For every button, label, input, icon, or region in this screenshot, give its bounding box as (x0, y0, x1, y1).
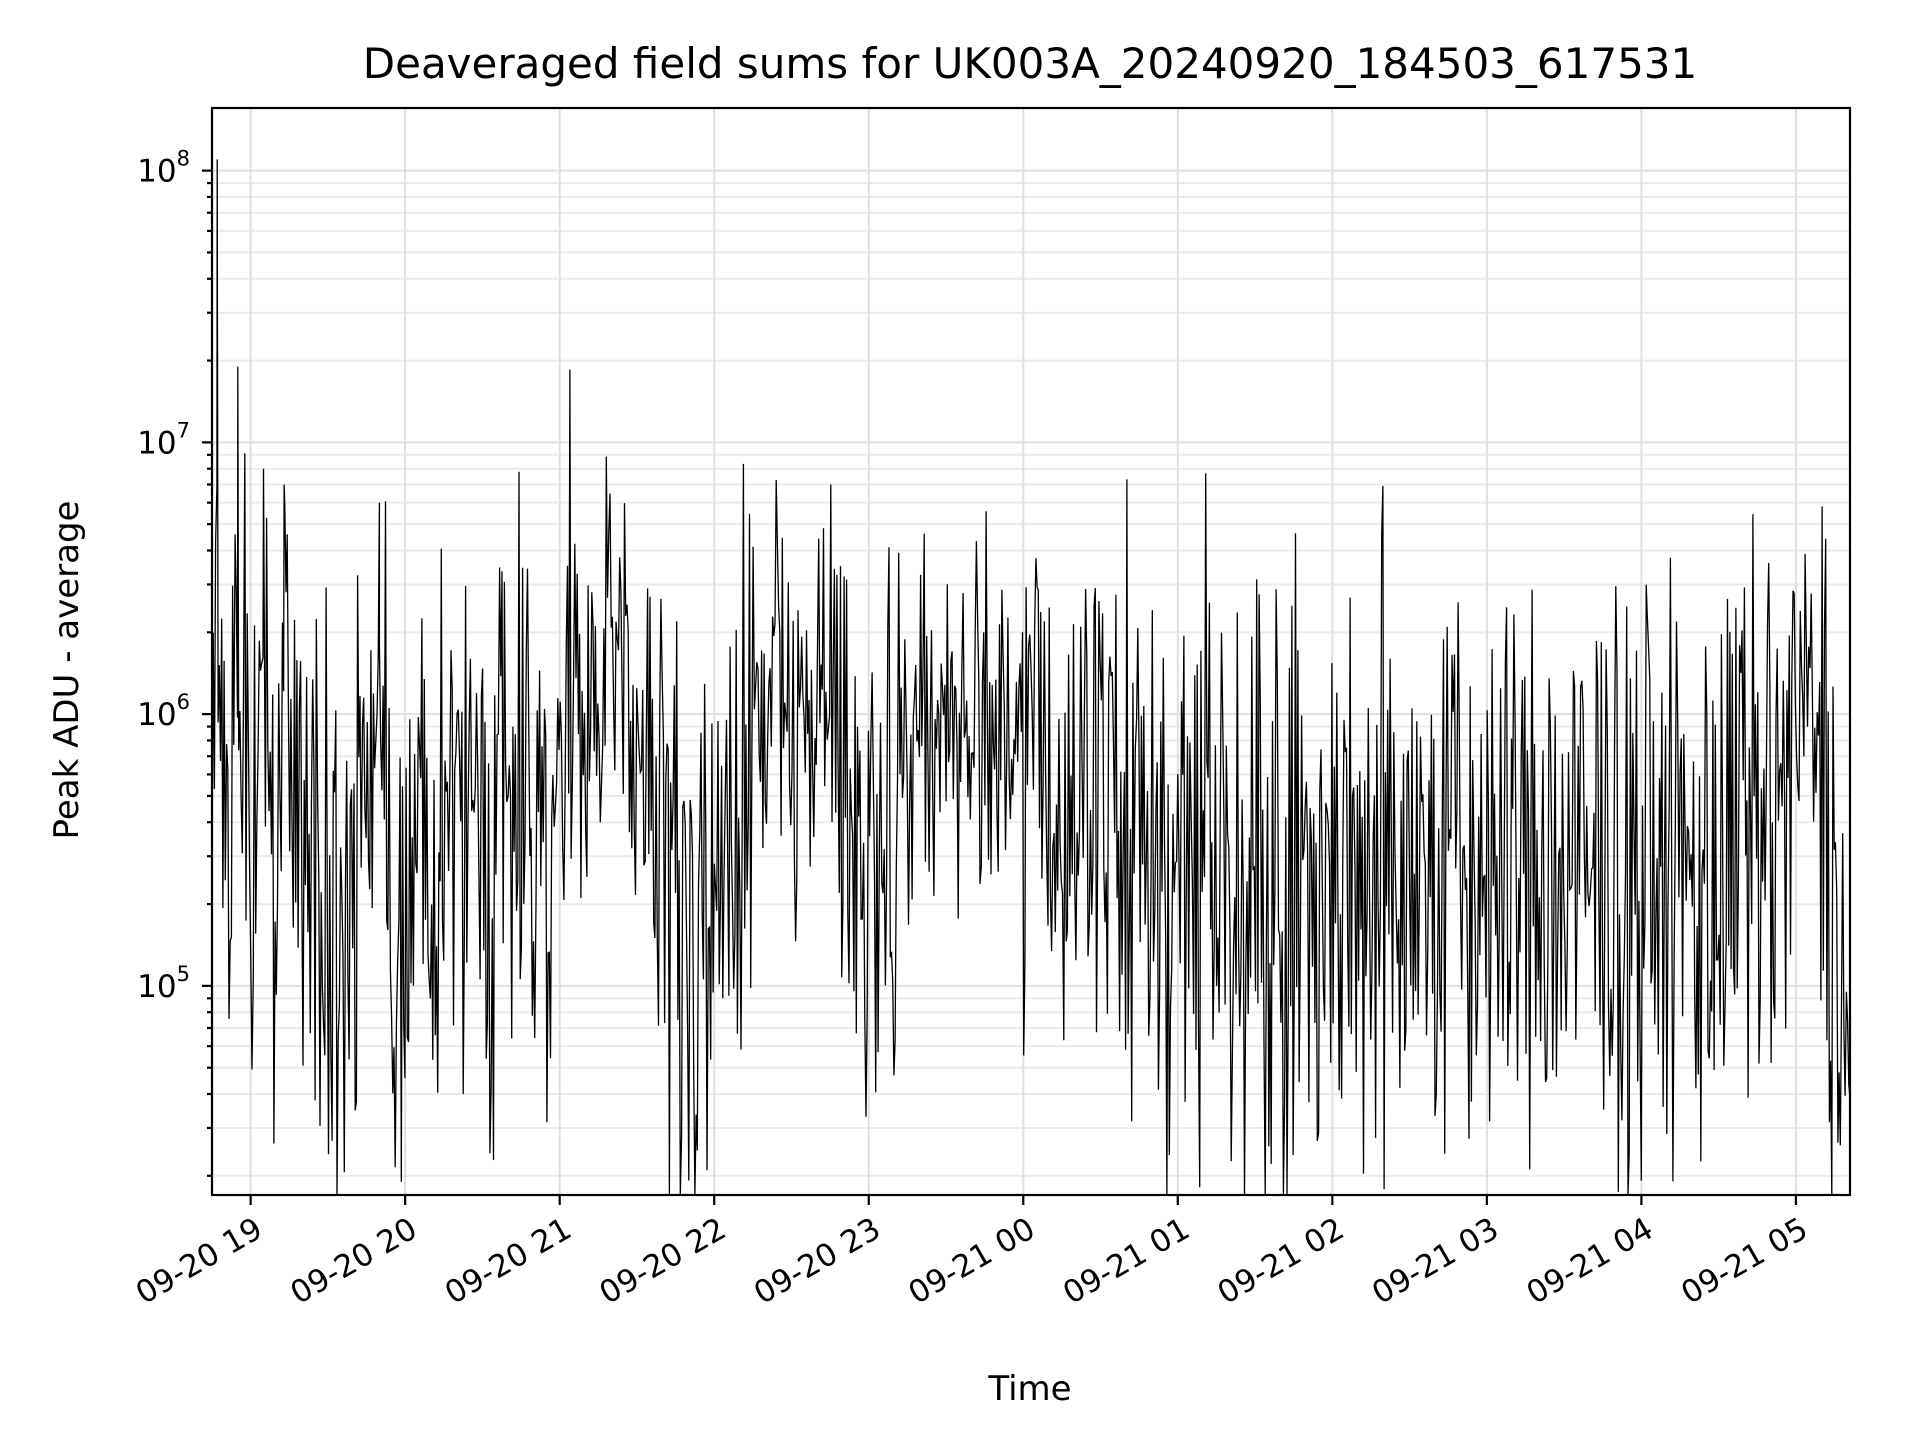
y-axis: 105 106 107 108 (137, 147, 212, 1177)
y-tick-label: 108 (137, 147, 190, 190)
chart-title: Deaveraged field sums for UK003A_2024092… (363, 39, 1697, 88)
series-layer (211, 159, 1851, 1196)
series-line-0 (211, 159, 1851, 1196)
plot-frame (210, 106, 1852, 1197)
y-tick-label: 107 (137, 418, 190, 461)
y-tick-label: 106 (137, 690, 190, 733)
x-axis-label: Time (987, 1369, 1071, 1409)
y-tick-label: 105 (137, 962, 190, 1005)
y-axis-label: Peak ADU - average (47, 501, 87, 840)
